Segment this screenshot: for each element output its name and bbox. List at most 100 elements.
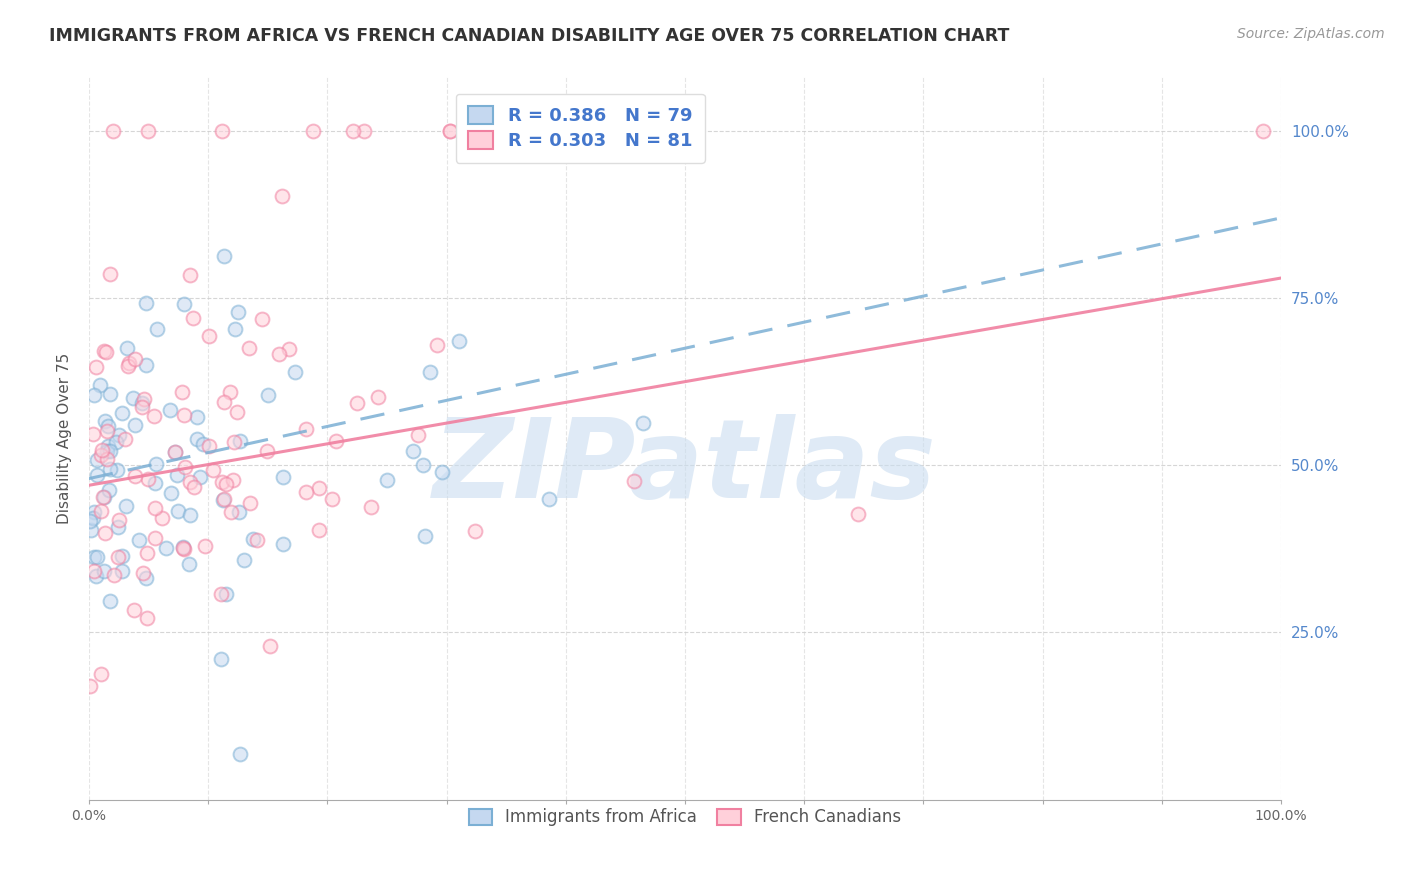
Point [212,395,235,409]
Point [321,492,343,507]
Point [98,386,121,401]
Point [97,483,120,498]
Point [103,567,125,582]
Point [86,569,108,583]
Point [118,356,141,370]
Point [90,667,112,681]
Point [160,486,183,500]
Point [259,639,281,653]
Point [172,540,194,554]
Point [135,296,157,310]
Point [215,476,238,491]
Point [135,358,157,372]
Point [295,484,318,499]
Point [150,510,173,524]
Point [138,124,160,138]
Point [174,460,197,475]
Point [124,469,146,483]
Point [111,549,134,563]
Point [98,267,121,281]
Point [211,492,233,507]
Point [91,491,114,505]
Point [90,448,112,462]
Point [143,476,166,491]
Point [107,428,129,442]
Point [375,473,398,487]
Point [179,268,201,282]
Point [246,533,269,548]
Point [159,403,181,417]
Point [346,396,368,410]
Point [271,470,294,484]
Y-axis label: Disability Age Over 75: Disability Age Over 75 [58,353,72,524]
Point [202,463,225,477]
Point [179,475,201,489]
Point [97,439,120,453]
Point [166,467,188,482]
Point [308,481,330,495]
Point [179,508,201,523]
Point [136,611,159,625]
Point [197,328,219,343]
Point [229,747,252,761]
Point [93,343,115,358]
Legend: Immigrants from Africa, French Canadians: Immigrants from Africa, French Canadians [461,800,910,835]
Point [173,542,195,557]
Point [165,444,187,458]
Point [86,467,108,482]
Point [86,550,108,565]
Point [209,587,232,601]
Point [155,541,177,555]
Point [138,471,160,485]
Text: ZIPatlas: ZIPatlas [433,414,936,521]
Point [134,392,156,406]
Point [412,458,434,473]
Point [170,384,193,399]
Point [278,342,301,356]
Point [165,445,187,459]
Point [224,322,246,336]
Point [136,546,159,560]
Point [308,523,330,537]
Point [232,553,254,567]
Point [228,434,250,448]
Point [342,124,364,138]
Point [145,322,167,336]
Point [194,539,217,553]
Point [107,513,129,527]
Point [419,365,441,379]
Point [538,491,561,506]
Point [89,378,111,392]
Point [325,434,347,448]
Point [83,564,105,578]
Point [96,424,118,438]
Text: Source: ZipAtlas.com: Source: ZipAtlas.com [1237,27,1385,41]
Point [226,305,249,319]
Point [426,337,449,351]
Point [1251,124,1274,138]
Point [186,433,208,447]
Point [198,439,221,453]
Point [122,603,145,617]
Point [211,475,233,490]
Point [111,406,134,420]
Point [413,529,436,543]
Point [173,296,195,310]
Point [94,345,117,359]
Point [97,418,120,433]
Point [167,504,190,518]
Point [172,541,194,556]
Point [367,390,389,404]
Point [82,426,104,441]
Point [107,550,129,565]
Point [84,360,107,375]
Point [115,342,138,356]
Point [128,533,150,548]
Point [124,417,146,432]
Point [257,388,280,402]
Point [117,359,139,373]
Point [211,124,233,138]
Point [142,409,165,423]
Point [93,564,115,578]
Point [353,124,375,138]
